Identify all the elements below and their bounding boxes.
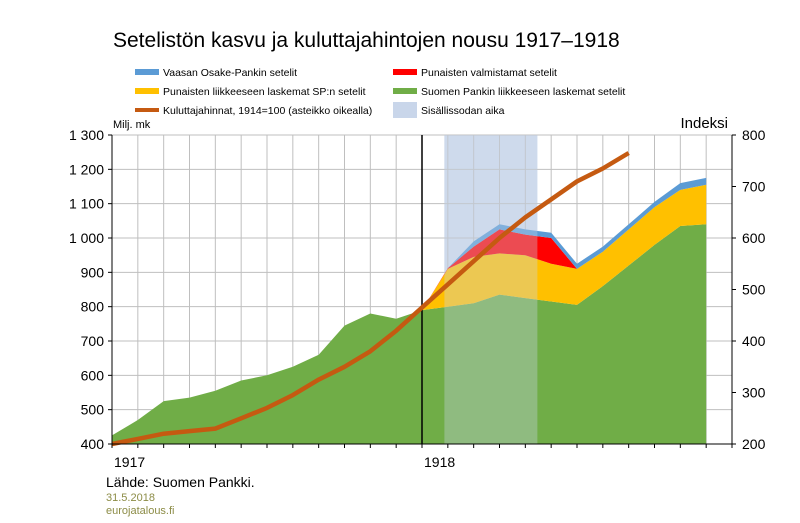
left-tick-label: 1 000 [69, 230, 104, 246]
legend-item: Suomen Pankin liikkeeseen laskemat setel… [393, 86, 625, 98]
legend-swatch [393, 69, 417, 75]
axes: 400 500 600 700 800 900 1 000 1 100 1 200 1 300 20… [69, 127, 766, 470]
left-tick-label: 800 [81, 299, 105, 315]
left-tick-label: 600 [81, 367, 105, 383]
legend-swatch [135, 88, 159, 94]
source-note: Lähde: Suomen Pankki. [106, 474, 255, 490]
legend-label: Sisällissodan aika [421, 105, 505, 117]
area-vaasan-osake-pankin-setelit [112, 177, 707, 436]
right-tick-label: 500 [742, 282, 766, 298]
right-tick-label: 300 [742, 385, 766, 401]
right-tick-label: 800 [742, 127, 766, 143]
legend-item: Punaisten valmistamat setelit [393, 67, 557, 79]
legend-label: Punaisten liikkeeseen laskemat SP:n sete… [163, 86, 366, 98]
line-kuluttajahinnat [111, 151, 630, 447]
legend-label: Vaasan Osake-Pankin setelit [163, 67, 297, 79]
legend-label: Suomen Pankin liikkeeseen laskemat setel… [421, 86, 625, 98]
right-axis-title: Indeksi [680, 115, 728, 132]
legend-label: Kuluttajahinnat, 1914=100 (asteikko oike… [163, 105, 372, 117]
legend-item: Kuluttajahinnat, 1914=100 (asteikko oike… [135, 105, 372, 117]
legend: Vaasan Osake-Pankin setelit Punaisten val… [135, 67, 625, 118]
legend-swatch [393, 88, 417, 94]
left-tick-label: 700 [81, 333, 105, 349]
publication-date: 31.5.2018 [106, 492, 155, 504]
left-tick-label: 1 200 [69, 161, 104, 177]
area-punaisten-valmistamat-setelit [112, 184, 707, 436]
x-tick-label: 1918 [424, 454, 455, 470]
left-axis-unit: Milj. mk [113, 119, 151, 131]
right-tick-label: 600 [742, 230, 766, 246]
line-layer [111, 135, 630, 447]
legend-swatch [393, 102, 417, 118]
chart-title: Setelistön kasvu ja kuluttajahintojen no… [113, 29, 620, 52]
stacked-areas [112, 135, 707, 444]
left-tick-label: 500 [81, 402, 105, 418]
left-tick-label: 900 [81, 264, 105, 280]
civil-war-band-overlay [444, 135, 538, 444]
left-tick-label: 400 [81, 436, 105, 452]
left-tick-label: 1 100 [69, 196, 104, 212]
right-tick-label: 400 [742, 333, 766, 349]
x-tick-label: 1917 [114, 454, 145, 470]
right-tick-label: 200 [742, 436, 766, 452]
legend-item: Vaasan Osake-Pankin setelit [135, 67, 297, 79]
legend-item: Sisällissodan aika [393, 102, 505, 118]
right-tick-label: 700 [742, 179, 766, 195]
left-tick-label: 1 300 [69, 127, 104, 143]
legend-label: Punaisten valmistamat setelit [421, 67, 557, 79]
site-name: eurojatalous.fi [106, 505, 175, 517]
legend-item: Punaisten liikkeeseen laskemat SP:n sete… [135, 86, 366, 98]
area-suomen-pankin-liikkeeseen-laskemat-setelit [112, 224, 707, 444]
legend-swatch [135, 69, 159, 75]
